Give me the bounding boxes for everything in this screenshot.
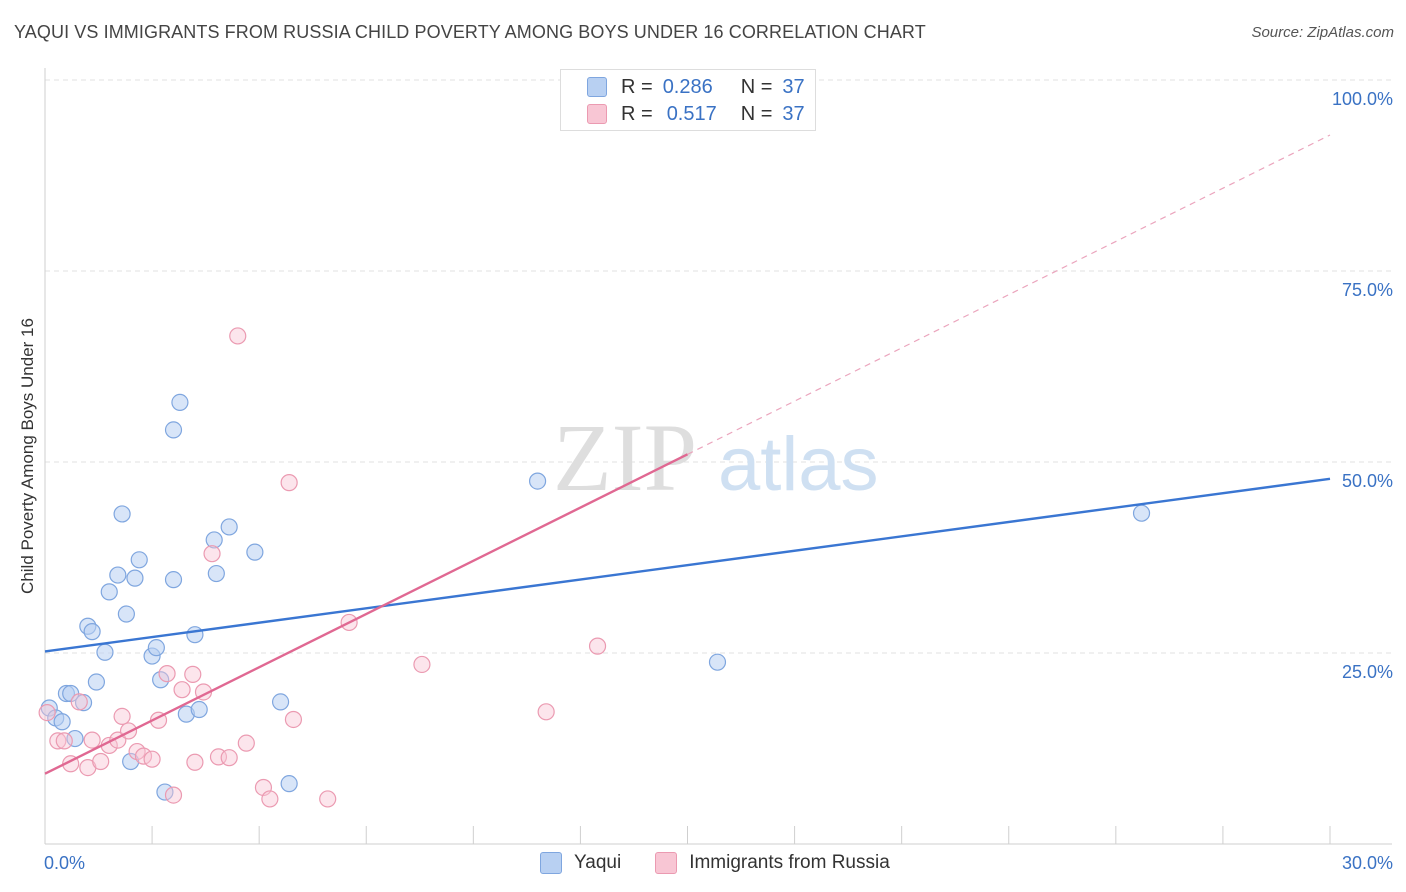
point-yaqui-5 <box>66 729 84 748</box>
legend-n-label: N = <box>740 75 773 98</box>
point-yaqui-28 <box>205 531 223 549</box>
point-yaqui-19 <box>147 639 165 657</box>
point-russia-35 <box>588 637 607 655</box>
point-russia-29 <box>280 474 298 492</box>
trendline-russia <box>44 453 689 775</box>
point-russia-19 <box>184 665 202 683</box>
points-layer <box>38 71 1151 808</box>
tick-labels: 100.0% 75.0% 50.0% 25.0% 0.0% 30.0% <box>44 89 1393 873</box>
legend-n-label: N = <box>740 102 773 125</box>
point-yaqui-10 <box>96 643 114 661</box>
point-yaqui-36 <box>1132 504 1151 522</box>
point-russia-2 <box>55 732 73 750</box>
legend-n-value-yaqui: 37 <box>782 75 805 98</box>
source-label: Source: ZipAtlas.com <box>1251 24 1394 41</box>
x-tick-label-min: 0.0% <box>44 853 85 873</box>
point-yaqui-30 <box>220 518 238 536</box>
point-russia-18 <box>173 681 191 699</box>
point-russia-6 <box>83 731 101 749</box>
point-russia-1 <box>49 732 67 750</box>
point-yaqui-8 <box>83 623 101 641</box>
point-russia-4 <box>70 693 88 711</box>
legend-label-russia: Immigrants from Russia <box>689 852 890 873</box>
point-yaqui-2 <box>53 713 71 731</box>
point-yaqui-32 <box>271 693 290 711</box>
legend-r-value-yaqui: 0.286 <box>662 75 713 98</box>
point-yaqui-23 <box>164 571 183 589</box>
grid-layer <box>45 79 1392 654</box>
legend-swatch-russia <box>587 104 607 124</box>
y-tick-label: 75.0% <box>1342 280 1393 300</box>
legend-swatch-yaqui <box>540 852 562 874</box>
point-yaqui-22 <box>164 421 183 439</box>
point-russia-34 <box>537 703 555 721</box>
point-yaqui-29 <box>207 564 225 583</box>
point-yaqui-9 <box>87 673 106 691</box>
point-russia-24 <box>220 749 238 767</box>
trendline-yaqui <box>44 477 1331 653</box>
legend-r-label: R = <box>621 102 653 125</box>
point-russia-22 <box>203 545 221 563</box>
legend-row-russia: R = 0.517 N = 37 <box>587 102 805 126</box>
legend-r-label: R = <box>621 75 653 98</box>
watermark-atlas: atlas <box>718 422 879 507</box>
point-russia-10 <box>113 707 131 726</box>
point-russia-16 <box>158 665 176 683</box>
watermark-zip: ZIP <box>553 404 697 511</box>
point-russia-14 <box>143 750 161 768</box>
point-russia-7 <box>92 752 110 771</box>
point-russia-30 <box>284 710 303 729</box>
point-russia-25 <box>229 327 247 345</box>
trendline-russia-extension <box>687 134 1331 455</box>
point-yaqui-12 <box>109 566 127 584</box>
point-russia-20 <box>186 753 204 771</box>
point-yaqui-26 <box>186 626 204 644</box>
point-russia-17 <box>164 786 183 804</box>
y-tick-label: 50.0% <box>1342 471 1393 491</box>
watermark: ZIP atlas <box>553 404 879 511</box>
point-yaqui-27 <box>190 700 208 719</box>
legend-label-yaqui: Yaqui <box>574 852 622 873</box>
y-tick-label: 25.0% <box>1342 662 1393 682</box>
trend-layer <box>44 134 1331 775</box>
point-yaqui-17 <box>130 551 148 569</box>
point-yaqui-16 <box>126 569 144 587</box>
legend-r-value-russia: 0.517 <box>666 102 717 125</box>
x-tick-label-max: 30.0% <box>1342 853 1393 873</box>
legend-swatch-russia <box>655 852 678 874</box>
point-russia-33 <box>413 655 431 674</box>
point-yaqui-34 <box>528 472 547 490</box>
point-yaqui-31 <box>246 543 264 561</box>
legend-swatch-yaqui <box>587 77 607 97</box>
point-yaqui-14 <box>117 605 135 623</box>
point-yaqui-24 <box>171 393 189 412</box>
point-russia-0 <box>38 703 56 722</box>
point-russia-26 <box>237 734 255 752</box>
point-yaqui-35 <box>708 653 727 671</box>
legend-box: R = 0.286 N = 37 R = 0.517 N = 37 <box>560 69 816 131</box>
legend-n-value-russia: 37 <box>782 102 805 125</box>
point-yaqui-20 <box>152 671 170 689</box>
point-yaqui-11 <box>100 583 118 601</box>
chart-title: YAQUI VS IMMIGRANTS FROM RUSSIA CHILD PO… <box>14 22 926 42</box>
y-tick-label: 100.0% <box>1332 89 1393 109</box>
legend-item-yaqui[interactable]: Yaqui <box>540 852 621 874</box>
point-yaqui-13 <box>113 505 131 523</box>
point-russia-28 <box>261 790 279 808</box>
point-russia-31 <box>319 790 337 808</box>
point-yaqui-15 <box>122 752 140 771</box>
point-yaqui-33 <box>280 775 298 793</box>
legend-row-yaqui: R = 0.286 N = 37 <box>587 75 805 99</box>
series-legend: Yaqui Immigrants from Russia <box>540 852 924 874</box>
legend-item-russia[interactable]: Immigrants from Russia <box>655 852 890 874</box>
